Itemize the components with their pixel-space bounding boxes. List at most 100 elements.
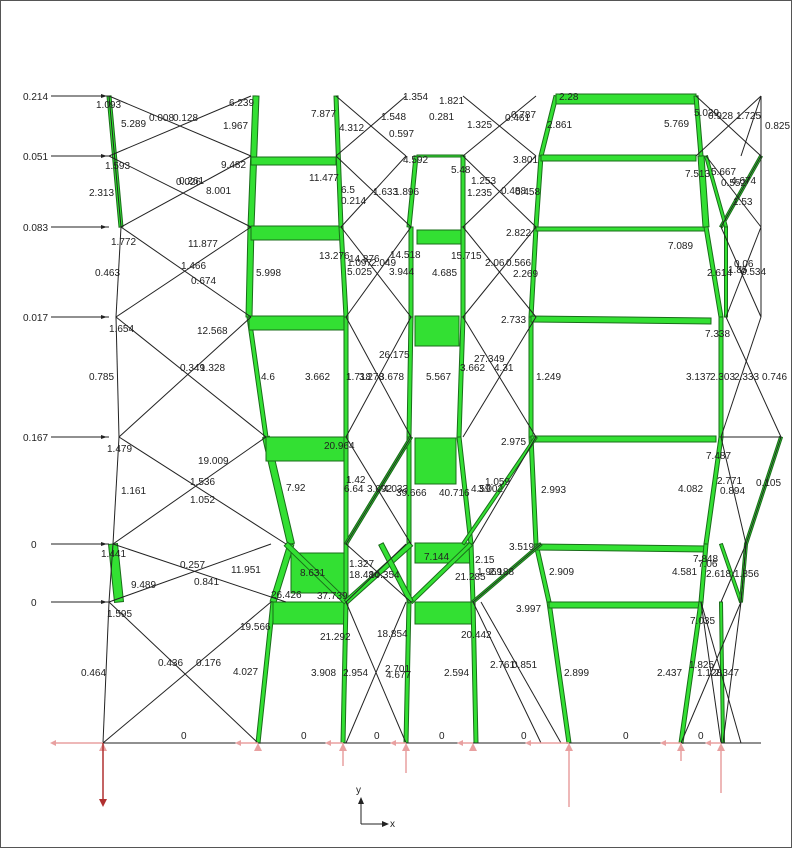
member-force-label: 2.347 — [714, 668, 739, 679]
member-force-label: 20.964 — [324, 441, 355, 452]
member-force-label: 0.214 — [341, 196, 366, 207]
member-force-label: 3.678 — [379, 372, 404, 383]
member-force-label: 1.593 — [105, 161, 130, 172]
member-force-label: 0.261 — [179, 176, 204, 187]
member-force-label: 7.92 — [286, 483, 306, 494]
member-bar — [415, 316, 459, 346]
member-force-label: 1.536 — [190, 477, 215, 488]
member-force-label: 14.518 — [390, 250, 421, 261]
member-force-label: 1.725 — [736, 111, 761, 122]
member-force-label: 7.338 — [705, 329, 730, 340]
member-force-label: 15.715 — [451, 251, 482, 262]
member-force-label: 3.137 — [686, 372, 711, 383]
member-bar — [529, 437, 538, 544]
supports-layer — [50, 740, 725, 807]
member-force-label: 11.877 — [188, 239, 218, 250]
member-force-label: 6.5 — [341, 185, 355, 196]
member-force-label: 2.618 — [706, 569, 731, 580]
member-force-label: 5.998 — [256, 268, 281, 279]
base-label: 0 — [301, 731, 307, 742]
member-force-label: 2.313 — [89, 188, 114, 199]
load-arrow — [101, 542, 107, 546]
load-value: 0.051 — [23, 152, 48, 163]
member-force-label: 2.861 — [547, 120, 572, 131]
y-axis-label: y — [356, 785, 361, 796]
member-force-label: 0.746 — [762, 372, 787, 383]
truss-line — [116, 317, 119, 437]
member-force-label: 2.269 — [513, 269, 538, 280]
member-bar — [407, 317, 413, 437]
load-value: 0.167 — [23, 433, 48, 444]
member-force-label: 7.035 — [690, 616, 715, 627]
member-force-label: 4.31 — [494, 363, 514, 374]
member-bar — [461, 227, 465, 317]
member-force-label: 1.325 — [467, 120, 492, 131]
member-force-label: 0.785 — [89, 372, 114, 383]
base-label: 0 — [623, 731, 629, 742]
member-force-label: 2.15 — [475, 555, 495, 566]
member-bar — [536, 227, 706, 231]
member-bar — [415, 438, 456, 484]
member-force-label: 4.082 — [678, 484, 703, 495]
member-bar — [273, 602, 346, 624]
member-force-label: 11.951 — [231, 565, 261, 576]
member-force-label: 2.333 — [734, 372, 759, 383]
member-force-label: 5.567 — [426, 372, 451, 383]
base-label: 0 — [374, 731, 380, 742]
reaction-arrow-head — [50, 740, 56, 746]
member-force-label: 1.249 — [536, 372, 561, 383]
member-force-label: 2.993 — [541, 485, 566, 496]
member-force-label: 0.463 — [95, 268, 120, 279]
member-force-label: 0.566 — [506, 258, 531, 269]
reaction-arrow-head — [457, 740, 463, 746]
member-force-label: 12.568 — [197, 326, 228, 337]
member-force-label: 2.909 — [549, 567, 574, 578]
member-bar — [531, 436, 716, 442]
member-force-label: 26.426 — [271, 590, 302, 601]
member-force-label: 8.001 — [206, 186, 231, 197]
member-force-label: 1.235 — [467, 188, 492, 199]
member-force-label: 1.479 — [107, 444, 132, 455]
member-bar — [249, 316, 346, 330]
load-arrow — [101, 94, 107, 98]
member-force-label: 1.967 — [223, 121, 248, 132]
member-bar — [471, 602, 478, 743]
member-force-label: 0.257 — [180, 560, 205, 571]
reaction-arrow-head — [705, 740, 711, 746]
member-force-label: 1.821 — [439, 96, 464, 107]
member-force-label: 0.851 — [512, 660, 537, 671]
member-force-label: 2.28 — [559, 92, 579, 103]
member-force-label: 9.482 — [221, 160, 246, 171]
truss-line — [746, 437, 781, 544]
load-arrow — [101, 600, 107, 604]
member-force-label: 2.437 — [657, 668, 682, 679]
truss-line — [481, 602, 561, 743]
member-force-label: 7.144 — [424, 552, 449, 563]
member-force-label: 0.128 — [173, 113, 198, 124]
member-force-label: 6.239 — [229, 98, 254, 109]
member-force-label: 3.944 — [389, 267, 414, 278]
member-force-label: 1.772 — [111, 237, 136, 248]
member-force-label: 4.677 — [386, 670, 411, 681]
member-force-label: 18.854 — [377, 629, 408, 640]
member-force-label: 0.674 — [191, 276, 216, 287]
member-force-label: 3.997 — [516, 604, 541, 615]
member-force-label: 19.009 — [198, 456, 229, 467]
member-force-label: 0.825 — [765, 121, 790, 132]
member-force-label: 4.592 — [403, 155, 428, 166]
base-label: 0 — [181, 731, 187, 742]
member-force-label: 1.441 — [101, 549, 126, 560]
member-force-label: 7.877 — [311, 109, 336, 120]
load-arrow — [101, 315, 107, 319]
member-force-label: 1.354 — [403, 92, 428, 103]
member-force-label: 1.093 — [96, 100, 121, 111]
member-force-label: 7.089 — [668, 241, 693, 252]
member-force-label: 7.513 — [685, 169, 710, 180]
member-bar — [531, 316, 711, 324]
member-force-label: 5.025 — [347, 267, 372, 278]
member-force-label: 2.733 — [501, 315, 526, 326]
member-force-label: 0.841 — [194, 577, 219, 588]
load-arrow — [101, 435, 107, 439]
member-bar — [529, 317, 533, 437]
